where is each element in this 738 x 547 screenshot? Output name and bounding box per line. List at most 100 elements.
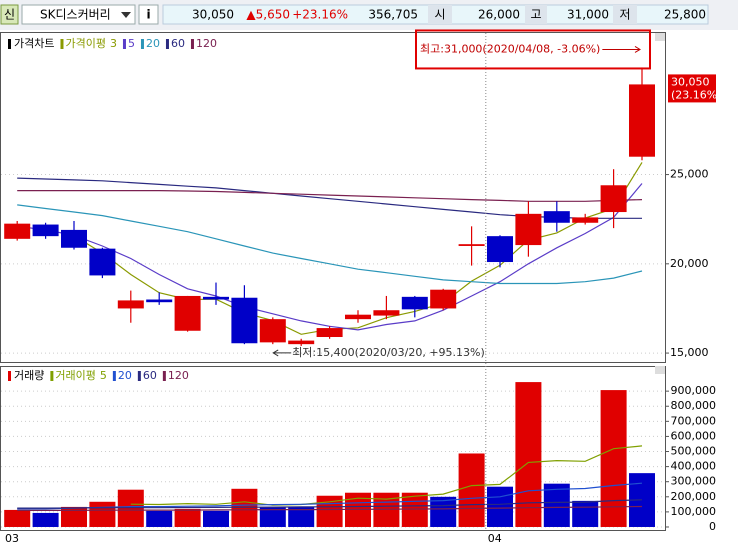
stock-box[interactable] [21, 4, 136, 25]
last-price-box [668, 74, 716, 103]
volume-bar [572, 500, 599, 527]
y-tick-label: 20,000 [670, 257, 709, 270]
volume-bar [231, 488, 258, 527]
y-tick-label: 0 [709, 520, 716, 533]
candle-body [231, 297, 258, 344]
legend-entry: 120 [196, 37, 217, 50]
candle-body [600, 185, 627, 213]
stock-name[interactable]: SK디스커버리 [40, 8, 111, 22]
low: 25,800 [664, 8, 706, 22]
candle-body [259, 319, 286, 343]
volume-bar [600, 390, 627, 527]
label-cell [525, 5, 547, 24]
legend-entry: 3 [110, 37, 117, 50]
last-change: (23.16%) [671, 88, 722, 101]
legend-marker [165, 39, 169, 49]
y-tick-label: 200,000 [671, 490, 717, 503]
legend-marker [140, 39, 144, 49]
y-tick-label: 300,000 [671, 475, 717, 488]
volume-bar [4, 509, 31, 527]
x-tick-label: 04 [488, 532, 502, 545]
ma-line [17, 499, 643, 509]
legend-ma-label: 거래이평 [55, 369, 95, 382]
volume-bar [288, 506, 315, 527]
legend-entry: 5 [128, 37, 135, 50]
legend-marker [137, 371, 141, 381]
volume-bar [259, 506, 286, 527]
price: 30,050 [192, 8, 234, 22]
volume-bar [458, 453, 485, 527]
y-tick-label: 700,000 [671, 414, 717, 427]
legend-marker [162, 371, 166, 381]
annotation-arrow [602, 46, 641, 53]
legend-marker [122, 39, 126, 49]
candle-body [4, 223, 31, 239]
y-tick-label: 15,000 [670, 346, 709, 359]
ma-line [17, 482, 643, 510]
ma-line [17, 190, 643, 202]
legend-entry: 60 [171, 37, 185, 50]
volume-bar [174, 508, 201, 527]
info-button[interactable] [138, 4, 159, 25]
badge [0, 4, 19, 25]
legend-marker [50, 371, 54, 381]
legend-marker [8, 371, 11, 381]
open-label: 시 [434, 8, 445, 22]
change-pct: +23.16% [292, 8, 348, 22]
candle-body [117, 300, 144, 309]
candle-body [401, 296, 428, 310]
y-tick-label: 500,000 [671, 445, 717, 458]
candle-body [89, 248, 116, 276]
last-price: 30,050 [671, 75, 710, 88]
candle-body [373, 310, 400, 316]
panel-button[interactable] [655, 33, 665, 41]
ma-line [17, 204, 643, 285]
legend-ma-label: 가격이평 [65, 37, 105, 50]
info[interactable]: i [146, 8, 150, 22]
high-label: 고 [530, 8, 541, 22]
x-tick-label: 03 [5, 532, 19, 545]
y-tick-label: 100,000 [671, 505, 717, 518]
price-panel [0, 32, 666, 363]
candle-body [515, 213, 542, 246]
volume-bar [61, 506, 87, 527]
volume-bar [515, 382, 542, 527]
candle-body [629, 84, 655, 157]
volume-bar [32, 512, 59, 527]
open: 26,000 [478, 8, 520, 22]
candle-body [203, 296, 229, 300]
volume-bar [117, 489, 144, 527]
ma-line [73, 162, 643, 335]
label-cell [613, 5, 637, 24]
legend-entry: 60 [143, 369, 157, 382]
volume-bar [401, 492, 428, 527]
y-tick-label: 900,000 [671, 384, 717, 397]
candle-body [146, 299, 173, 303]
ma-line [17, 505, 643, 511]
y-tick-label: 400,000 [671, 460, 717, 473]
candle-body [316, 328, 343, 338]
high-annotation: 최고:31,000(2020/04/08, -3.06%) [420, 42, 600, 55]
low-label: 저 [619, 8, 630, 22]
y-tick-label: 600,000 [671, 429, 717, 442]
legend-marker [8, 39, 11, 49]
legend-marker [112, 371, 116, 381]
market-badge: 신 [4, 8, 15, 22]
panel-button[interactable] [655, 366, 665, 374]
ma-line [130, 445, 643, 506]
candle-body [458, 244, 485, 246]
candle-body [430, 289, 457, 309]
annotation-box [415, 29, 651, 70]
volume-bar [487, 486, 513, 527]
candle-body [32, 224, 59, 237]
candle-body [174, 295, 201, 331]
legend-title: 거래량 [14, 369, 44, 382]
volume-panel [0, 366, 666, 531]
candle-body [288, 340, 315, 345]
high: 31,000 [567, 8, 609, 22]
dropdown[interactable] [121, 12, 131, 18]
legend-marker [190, 39, 194, 49]
candle-body [345, 314, 371, 320]
